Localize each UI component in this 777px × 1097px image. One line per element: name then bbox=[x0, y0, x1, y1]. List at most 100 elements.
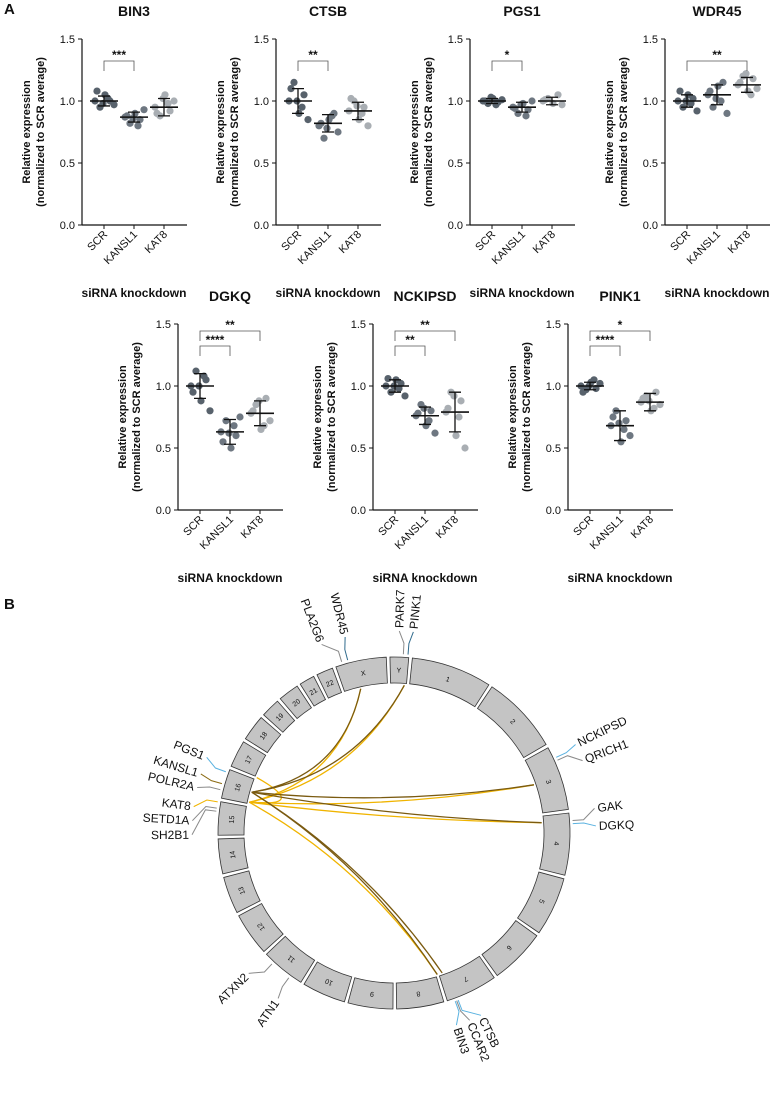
x-tick-label: SCR bbox=[181, 514, 206, 539]
data-point bbox=[222, 417, 230, 425]
x-tick-label: KAT8 bbox=[337, 229, 364, 256]
x-axis-label: siRNA knockdown bbox=[568, 571, 673, 585]
chromosome-label: 18 bbox=[259, 731, 269, 742]
data-point bbox=[192, 367, 200, 375]
x-axis-label: siRNA knockdown bbox=[276, 286, 381, 300]
x-tick-label: KANSL1 bbox=[198, 514, 236, 552]
data-point bbox=[431, 429, 439, 437]
data-point bbox=[747, 91, 755, 99]
y-axis-label: Relative expression bbox=[312, 365, 324, 469]
link bbox=[249, 801, 542, 824]
gene-leader bbox=[572, 822, 596, 827]
chromosome bbox=[335, 656, 388, 692]
data-point bbox=[110, 101, 118, 109]
y-tick-label: 1.0 bbox=[156, 381, 171, 393]
chromosome-label: 15 bbox=[229, 815, 237, 823]
data-point bbox=[206, 407, 214, 415]
y-tick-label: 1.5 bbox=[156, 319, 171, 331]
data-point bbox=[93, 87, 101, 95]
gene-leader bbox=[557, 755, 583, 762]
chromosome-label: 1 bbox=[445, 676, 451, 684]
chromosome bbox=[230, 741, 267, 777]
data-point bbox=[719, 78, 727, 86]
data-point bbox=[693, 107, 701, 115]
data-point bbox=[676, 87, 684, 95]
data-point bbox=[384, 374, 392, 383]
y-tick-label: 1.5 bbox=[448, 34, 463, 46]
x-tick-label: KANSL1 bbox=[102, 229, 140, 267]
data-point bbox=[290, 78, 298, 86]
error-bar bbox=[389, 379, 401, 393]
link bbox=[248, 801, 438, 975]
link bbox=[251, 791, 443, 974]
error-bar bbox=[584, 381, 596, 391]
y-tick-label: 0.0 bbox=[254, 220, 269, 232]
gene-leader bbox=[193, 799, 218, 808]
error-bar bbox=[449, 391, 461, 433]
y-axis-label: (normalized to SCR average) bbox=[423, 57, 435, 207]
significance-bracket bbox=[199, 330, 261, 341]
chromosome-label: 17 bbox=[244, 755, 254, 765]
data-point bbox=[652, 388, 660, 396]
chromosome bbox=[476, 686, 547, 759]
chart-title: BIN3 bbox=[118, 3, 150, 19]
gene-label: ATXN2 bbox=[214, 970, 251, 1007]
chromosome bbox=[395, 976, 445, 1010]
chromosome bbox=[244, 716, 282, 754]
chromosome-label: 4 bbox=[552, 841, 559, 845]
data-point bbox=[455, 413, 463, 421]
chromosome-label: Y bbox=[396, 668, 401, 675]
data-point bbox=[753, 85, 761, 93]
data-point bbox=[230, 422, 238, 430]
y-tick-label: 0.5 bbox=[448, 158, 463, 170]
data-point bbox=[626, 432, 634, 440]
panel-label: B bbox=[4, 596, 15, 613]
gene-label: WDR45 bbox=[327, 592, 351, 636]
significance-label: **** bbox=[206, 333, 225, 347]
gene-leader bbox=[277, 977, 290, 999]
data-point bbox=[197, 397, 205, 405]
x-tick-label: KANSL1 bbox=[296, 229, 334, 267]
chromosome bbox=[217, 801, 247, 836]
x-tick-label: KANSL1 bbox=[685, 229, 723, 267]
link bbox=[249, 784, 535, 805]
link bbox=[251, 688, 362, 793]
data-point bbox=[461, 444, 469, 452]
x-tick-label: KANSL1 bbox=[588, 514, 626, 552]
gene-leader bbox=[191, 809, 217, 835]
y-tick-label: 1.0 bbox=[254, 96, 269, 108]
data-point bbox=[140, 106, 148, 114]
chromosome bbox=[223, 870, 261, 914]
link bbox=[249, 776, 282, 804]
y-tick-label: 0.5 bbox=[254, 158, 269, 170]
x-tick-label: KAT8 bbox=[726, 229, 753, 256]
significance-label: ** bbox=[420, 318, 430, 332]
data-point bbox=[360, 103, 368, 111]
data-point bbox=[723, 109, 731, 117]
data-point bbox=[450, 392, 458, 400]
chromosome bbox=[539, 812, 571, 876]
error-bar bbox=[224, 418, 236, 445]
y-tick-label: 0.5 bbox=[156, 443, 171, 455]
chart-title: WDR45 bbox=[692, 3, 741, 19]
significance-bracket bbox=[103, 60, 135, 71]
chromosome bbox=[316, 667, 343, 699]
chromosome-label: 12 bbox=[256, 921, 266, 931]
data-point bbox=[444, 404, 452, 412]
gene-leader bbox=[456, 1000, 471, 1021]
data-point bbox=[328, 112, 336, 120]
chart-title: CTSB bbox=[309, 3, 347, 19]
error-bar bbox=[254, 400, 266, 427]
y-tick-label: 1.0 bbox=[546, 381, 561, 393]
data-point bbox=[622, 417, 630, 425]
gene-leader bbox=[556, 744, 576, 758]
significance-label: * bbox=[618, 318, 623, 332]
significance-bracket bbox=[589, 330, 651, 341]
x-tick-label: KAT8 bbox=[239, 514, 266, 541]
x-tick-label: SCR bbox=[473, 229, 498, 254]
data-point bbox=[558, 101, 566, 109]
chromosome bbox=[438, 955, 495, 1002]
data-point bbox=[200, 372, 208, 380]
y-tick-label: 0.0 bbox=[351, 505, 366, 517]
panel-label: A bbox=[4, 1, 15, 18]
